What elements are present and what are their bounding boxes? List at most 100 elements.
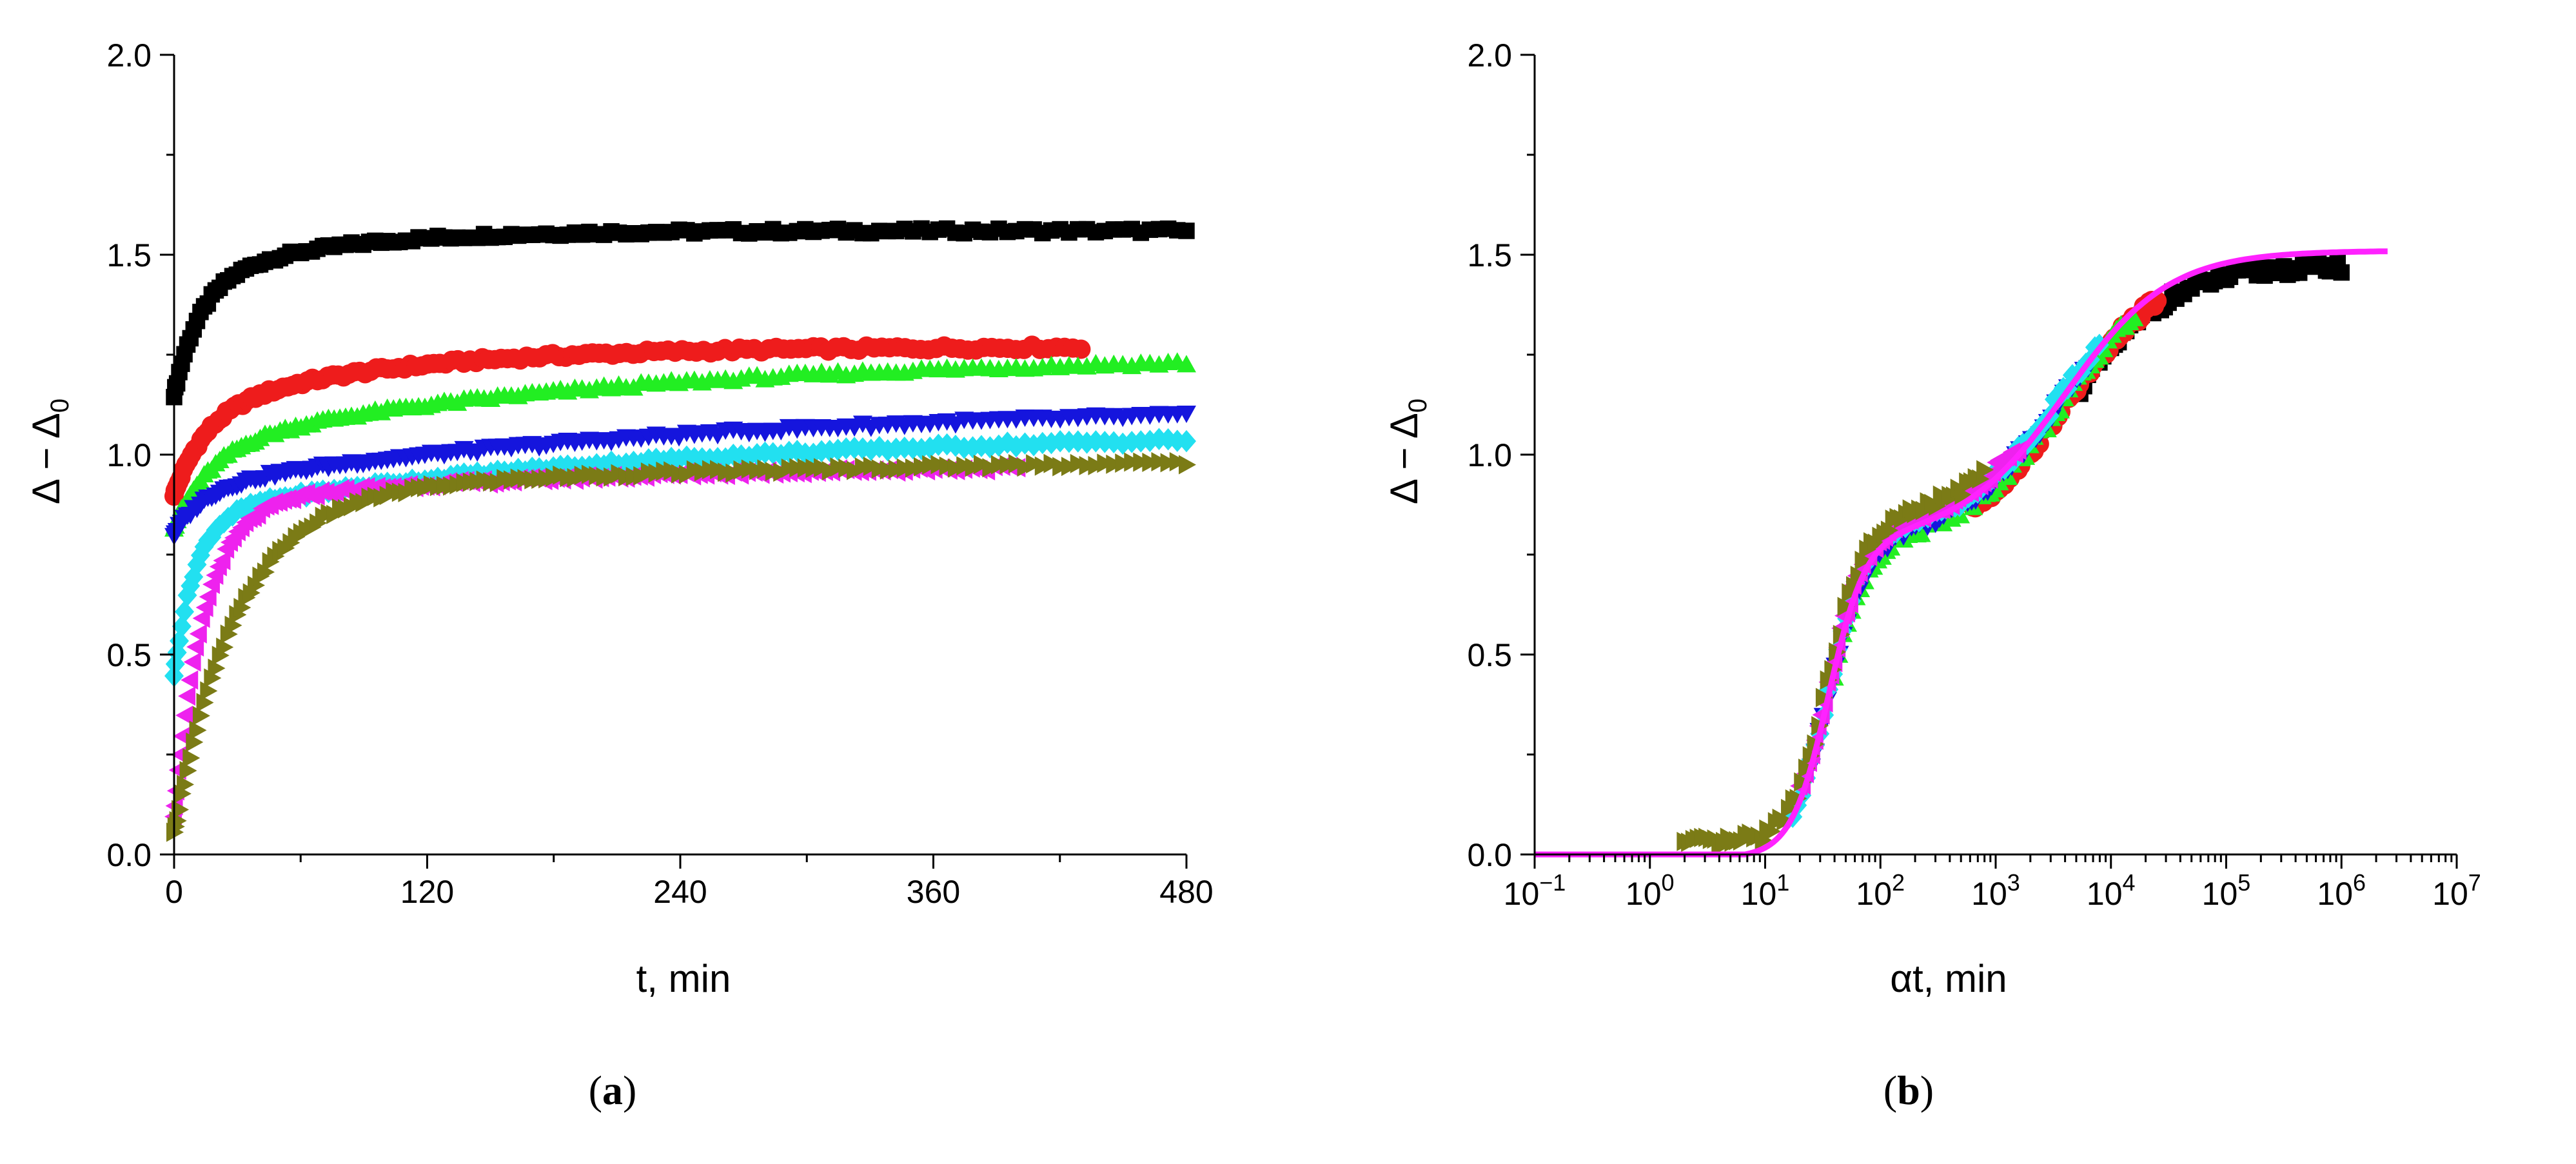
- panel-b-x-tick-base: 10: [1971, 876, 2007, 912]
- panel-a-point-olive-right-triangles: [1115, 453, 1133, 473]
- panel-a-point-magenta-left-triangles: [199, 587, 217, 607]
- panel-a-point-cyan-diamonds: [175, 600, 195, 623]
- panel-b-y-axis-title: Δ − Δ0: [1382, 399, 1432, 504]
- panel-b-x-tick-exponent: −1: [1539, 869, 1566, 896]
- panel-a-point-olive-right-triangles: [1034, 456, 1052, 476]
- panel-a-data-marks: [164, 220, 1196, 842]
- panel-a-point-olive-right-triangles: [999, 455, 1018, 475]
- panel-b-y-tick-label: 0.0: [1467, 837, 1512, 873]
- panel-b-x-tick-base: 10: [1741, 876, 1777, 912]
- panel-a-y-tick-label: 0.0: [106, 837, 152, 873]
- panel-a-point-black-squares: [1178, 222, 1195, 239]
- panel-a-point-blue-down-triangles: [1177, 405, 1196, 423]
- panel-a-point-olive-right-triangles: [990, 455, 1008, 475]
- panel-a-y-tick-label: 0.5: [106, 637, 152, 673]
- panel-a-point-olive-right-triangles: [1061, 457, 1079, 477]
- panel-a-series-magenta-left-triangles: [164, 457, 1026, 827]
- panel-b-x-tick-exponent: 6: [2353, 869, 2366, 896]
- panel-b-caption-close: ): [1920, 1067, 1934, 1113]
- panel-b-x-tick-exponent: 1: [1776, 869, 1789, 896]
- panel-b-x-tick-base: 10: [1504, 876, 1540, 912]
- panel-b-x-tick-base: 10: [1626, 876, 1662, 912]
- panel-a-series-black-squares: [166, 220, 1195, 406]
- panel-a-point-magenta-left-triangles: [181, 670, 199, 690]
- panel-b-x-tick-label: 107: [2432, 869, 2481, 912]
- panel-b-x-tick-exponent: 2: [1892, 869, 1905, 896]
- panel-a-x-tick-label: 120: [400, 874, 454, 910]
- panel-b-point-olive-right-triangles: [1976, 460, 1994, 480]
- panel-b-x-tick-base: 10: [2202, 876, 2238, 912]
- panel-a-y-axis-title-sub: 0: [46, 399, 74, 413]
- panel-a-point-olive-right-triangles: [1097, 453, 1115, 473]
- panel-a-y-axis-title-main: Δ − Δ: [25, 413, 68, 504]
- panel-b-x-tick-label: 105: [2202, 869, 2251, 912]
- panel-a-x-tick-label: 240: [653, 874, 707, 910]
- panel-a-point-olive-right-triangles: [182, 748, 201, 768]
- panel-b-y-tick-label: 1.0: [1467, 437, 1512, 473]
- panel-a-point-olive-right-triangles: [1142, 453, 1160, 473]
- panel-b-x-tick-label: 101: [1741, 869, 1790, 912]
- panel-b-x-tick-label: 103: [1971, 869, 2020, 912]
- panel-a-point-olive-right-triangles: [1070, 453, 1088, 473]
- panel-b-x-tick-label: 102: [1856, 869, 1905, 912]
- panel-b-x-axis-title: αt, min: [1890, 957, 2007, 1000]
- panel-b: 10−1 100 101 102 103 104 105 106 1070.00.51.01.5…: [1382, 37, 2481, 1113]
- panel-a-point-olive-right-triangles: [177, 774, 195, 794]
- panel-a-y-tick-label: 1.5: [106, 237, 152, 273]
- panel-a-point-cyan-diamonds: [1177, 429, 1196, 453]
- panel-a-point-magenta-left-triangles: [195, 598, 213, 618]
- panel-a-point-olive-right-triangles: [257, 562, 275, 582]
- panel-a-point-olive-right-triangles: [1008, 454, 1026, 474]
- panel-a-point-olive-right-triangles: [1043, 453, 1061, 473]
- panel-b-y-tick-label: 2.0: [1467, 37, 1512, 74]
- panel-a-point-olive-right-triangles: [1017, 457, 1035, 477]
- panel-a-series-blue-down-triangles: [164, 405, 1196, 546]
- panel-b-x-tick-exponent: 0: [1662, 869, 1675, 896]
- panel-b-series-olive-right-triangles: [1676, 460, 1994, 856]
- panel-a-x-tick-label: 480: [1159, 874, 1213, 910]
- panel-a-point-olive-right-triangles: [172, 800, 190, 820]
- panel-b-axes: 10−1 100 101 102 103 104 105 106 1070.00.51.01.5…: [1467, 37, 2481, 912]
- panel-a-point-olive-right-triangles: [1169, 451, 1187, 471]
- panel-a-point-olive-right-triangles: [1026, 454, 1044, 474]
- panel-b-y-axis-title-main: Δ − Δ: [1382, 413, 1426, 504]
- panel-a-point-olive-right-triangles: [224, 615, 242, 635]
- panel-a-point-olive-right-triangles: [1052, 457, 1070, 477]
- panel-a-point-olive-right-triangles: [189, 720, 207, 740]
- panel-b-point-green-up-triangles: [1911, 524, 1931, 542]
- panel-b-point-olive-right-triangles: [1850, 566, 1868, 586]
- panel-b-point-olive-right-triangles: [1815, 687, 1833, 707]
- panel-b-x-tick-exponent: 5: [2237, 869, 2250, 896]
- panel-a-point-cyan-diamonds: [172, 615, 192, 638]
- panel-b-x-tick-base: 10: [2317, 876, 2353, 912]
- panel-a-x-axis-title: t, min: [636, 957, 731, 1000]
- panel-a-point-olive-right-triangles: [1088, 456, 1106, 476]
- panel-b-x-tick-label: 100: [1626, 869, 1675, 912]
- panel-b-y-tick-label: 1.5: [1467, 237, 1512, 273]
- panel-b-x-tick-label: 10−1: [1504, 869, 1566, 912]
- panel-b-x-tick-base: 10: [2432, 876, 2468, 912]
- panel-a-axes: 0 120 240 360 480 0.0 0.5 1.0 1.5 2.0: [106, 37, 1213, 910]
- panel-a-caption-close: ): [623, 1067, 636, 1113]
- panel-a-caption-open: (: [589, 1067, 602, 1113]
- panel-b-point-black-squares: [2333, 264, 2350, 281]
- panel-a-point-olive-right-triangles: [1106, 454, 1124, 474]
- panel-a-point-red-circles: [1071, 339, 1091, 359]
- panel-a-y-tick-label: 2.0: [106, 37, 152, 74]
- panel-a-series-olive-right-triangles: [166, 451, 1196, 842]
- panel-b-x-tick-base: 10: [2087, 876, 2123, 912]
- panel-a-point-olive-right-triangles: [233, 598, 251, 618]
- panel-a-x-tick-label: 0: [165, 874, 183, 910]
- panel-b-caption-open: (: [1883, 1067, 1897, 1113]
- panel-a-point-magenta-left-triangles: [175, 705, 193, 725]
- panel-b-data-marks: [1535, 248, 2388, 858]
- panel-b-series-black-squares: [2068, 253, 2350, 402]
- panel-a-point-magenta-left-triangles: [183, 652, 201, 672]
- panel-a-y-tick-label: 1.0: [106, 437, 152, 473]
- panel-a-y-axis-title: Δ − Δ0: [25, 399, 74, 504]
- panel-a-point-olive-right-triangles: [1151, 452, 1169, 472]
- panel-a-point-olive-right-triangles: [1133, 452, 1151, 472]
- panel-b-x-tick-label: 106: [2317, 869, 2366, 912]
- panel-a-point-green-up-triangles: [1177, 355, 1196, 373]
